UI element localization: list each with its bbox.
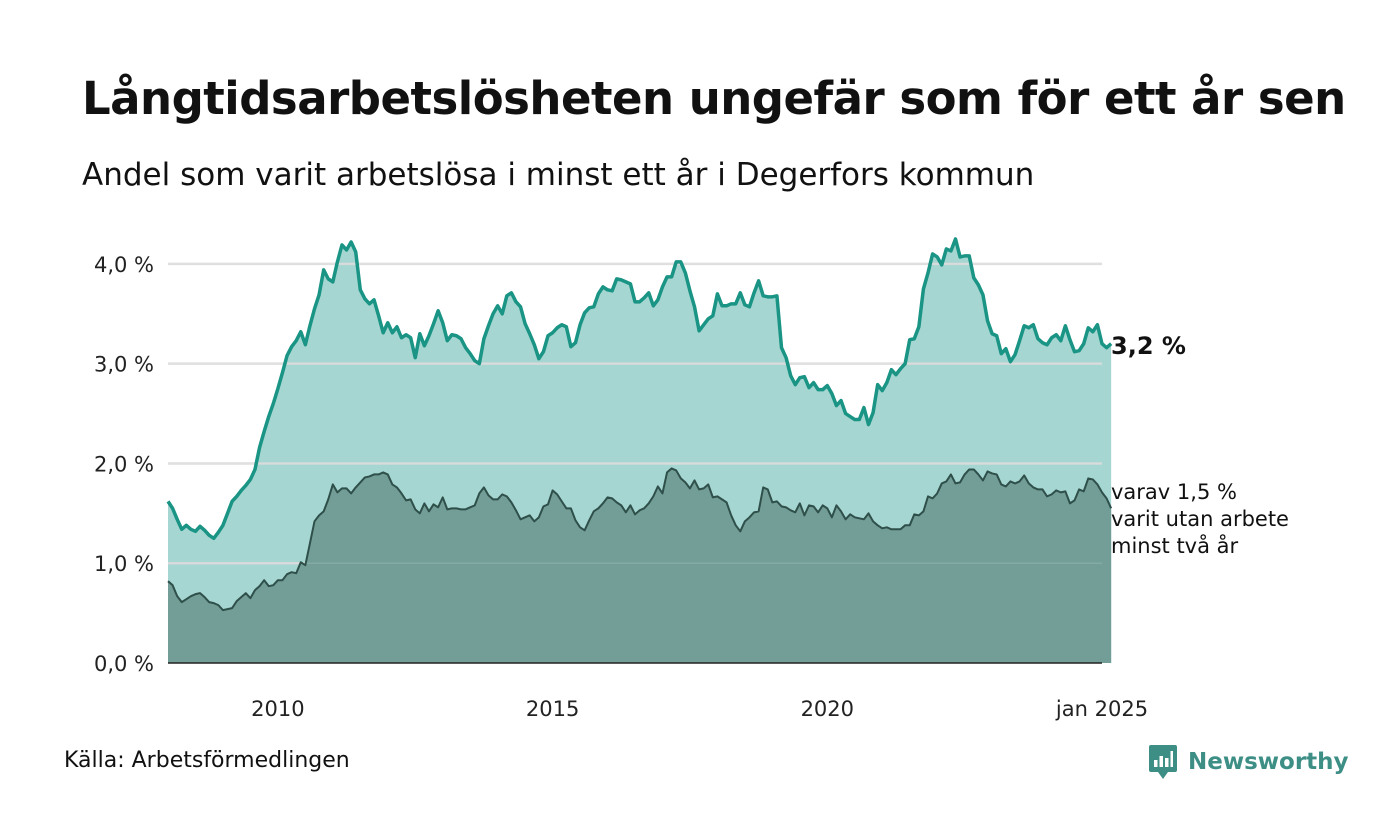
y-tick-label: 4,0 % (94, 253, 154, 277)
brand-logo: Newsworthy (1148, 744, 1349, 780)
x-tick-label: jan 2025 (1055, 697, 1148, 721)
newsworthy-logo-icon (1149, 745, 1177, 779)
y-tick-label: 1,0 % (94, 552, 154, 576)
chart-subtitle: Andel som varit arbetslösa i minst ett å… (82, 157, 1035, 193)
source-note: Källa: Arbetsförmedlingen (64, 748, 350, 773)
chart-title: Långtidsarbetslösheten ungefär som för e… (82, 72, 1346, 125)
end-label-very-long-term: varav 1,5 % (1111, 480, 1237, 504)
series-area-very-long-term (168, 468, 1112, 663)
y-tick-label: 0,0 % (94, 652, 154, 676)
end-label-very-long-term: minst två år (1111, 533, 1239, 558)
end-label-very-long-term: varit utan arbete (1111, 507, 1289, 531)
x-tick-label: 2020 (801, 697, 854, 721)
series-line-very-long-term (167, 467, 1113, 612)
y-tick-label: 2,0 % (94, 452, 154, 476)
x-tick-label: 2010 (251, 697, 304, 721)
series-line-long-term (166, 237, 1113, 541)
y-tick-label: 3,0 % (94, 353, 154, 377)
x-tick-label: 2015 (526, 697, 579, 721)
end-label-long-term: 3,2 % (1111, 332, 1186, 360)
brand-name: Newsworthy (1188, 749, 1349, 775)
